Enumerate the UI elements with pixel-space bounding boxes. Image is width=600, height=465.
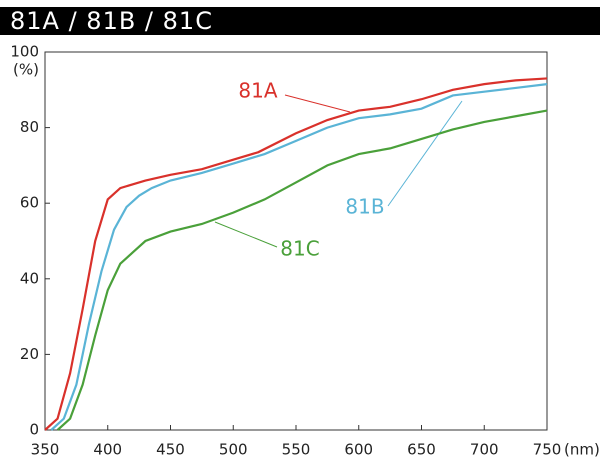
leader-line <box>387 100 463 207</box>
leader-line <box>214 221 278 248</box>
title-bar <box>0 7 600 35</box>
y-tick-label: 40 <box>20 269 39 287</box>
y-tick-label: 60 <box>20 194 39 212</box>
y-tick-label: 80 <box>20 118 39 136</box>
x-tick-label: 450 <box>156 441 185 459</box>
x-axis-label: (nm) <box>564 441 600 459</box>
x-tick-label: 750 <box>533 441 562 459</box>
series-line <box>56 109 548 431</box>
x-tick-label: 400 <box>93 441 122 459</box>
series-line <box>50 83 548 431</box>
chart-title: 81A / 81B / 81C <box>10 7 213 35</box>
x-tick-label: 700 <box>470 441 499 459</box>
y-tick-label: 20 <box>20 345 39 363</box>
leader-line <box>284 94 351 113</box>
x-tick-label: 350 <box>31 441 60 459</box>
y-tick-label: 100 <box>10 43 39 61</box>
series-line <box>44 77 548 431</box>
series-label: 81B <box>345 195 384 219</box>
series-label: 81C <box>280 237 319 261</box>
y-tick-label: 0 <box>29 421 39 439</box>
y-axis-label: (%) <box>13 61 39 79</box>
x-tick-label: 600 <box>344 441 373 459</box>
x-tick-label: 550 <box>282 441 311 459</box>
series-label: 81A <box>238 79 277 103</box>
x-tick-label: 500 <box>219 441 248 459</box>
x-tick-label: 650 <box>407 441 436 459</box>
